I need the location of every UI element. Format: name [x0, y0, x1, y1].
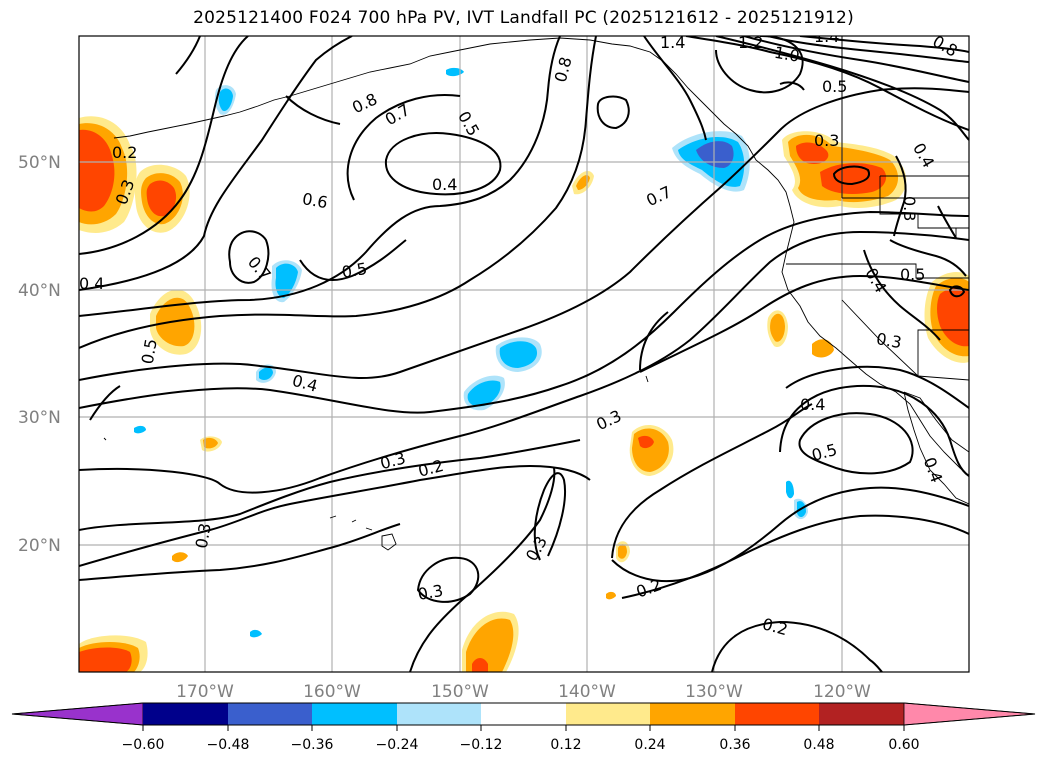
- colorbar-tick-label-3: −0.36: [291, 737, 334, 753]
- colorbar-extend-low: [11, 702, 144, 726]
- contour-label-1.0: 1.0: [773, 43, 801, 66]
- lat-label-50n: 50°N: [18, 153, 61, 173]
- shade-148w-south: [462, 611, 519, 672]
- colorbar-tick-label-6: 0.12: [550, 737, 581, 753]
- shaded-fields: [79, 67, 969, 672]
- shade-patch-7: [812, 339, 834, 358]
- contour-label-1.4-a: 1.4: [660, 33, 685, 52]
- colorbar-tick-label-4: −0.24: [376, 737, 419, 753]
- lon-label-130w: 130°W: [685, 682, 743, 702]
- latitude-labels: 50°N 40°N 30°N 20°N: [18, 153, 61, 556]
- colorbar-bin-7: [650, 703, 735, 725]
- contour-label-1.4-b: 1.4: [814, 27, 839, 46]
- contour-label-0.4-b: 0.4: [432, 175, 457, 194]
- colorbar-bin-1: [143, 703, 228, 725]
- map-panel: 0.2 0.3 0.4 0.5 0.3 0.8 0.7 0.5 0.8 0.4 …: [78, 27, 970, 673]
- colorbar-tick-label-9: 0.48: [803, 737, 834, 753]
- colorbar-tick-label-5: −0.12: [460, 737, 503, 753]
- colorbar-bin-6: [566, 703, 650, 725]
- lon-label-120w: 120°W: [813, 682, 871, 702]
- lon-label-170w: 170°W: [176, 682, 234, 702]
- pv-contours: [79, 36, 969, 672]
- colorbar-bin-3: [312, 703, 397, 725]
- contour-label-0.3-h: 0.3: [814, 131, 839, 150]
- colorbar-bin-8: [735, 703, 819, 725]
- contour-labels: 0.2 0.3 0.4 0.5 0.3 0.8 0.7 0.5 0.8 0.4 …: [79, 27, 961, 639]
- colorbar-bin-2: [228, 703, 312, 725]
- colorbar-tick-label-8: 0.36: [719, 737, 750, 753]
- colorbar-bin-9: [819, 703, 904, 725]
- shade-east-40n: [924, 272, 969, 363]
- shade-patch-1-core: [203, 437, 218, 449]
- shade-patch-6-core: [770, 313, 785, 342]
- contour-label-0.3-g: 0.3: [875, 329, 903, 352]
- contour-label-0.3-b: 0.3: [192, 522, 215, 550]
- contour-label-0.5-c: 0.5: [340, 259, 368, 282]
- shade-negative: [134, 67, 808, 638]
- colorbar-tick-label-10: 0.60: [888, 737, 919, 753]
- colorbar-tick-label-1: −0.60: [122, 737, 165, 753]
- shade-patch-2: [172, 552, 188, 563]
- colorbar-extend-high: [903, 702, 1036, 726]
- shade-southwest: [79, 635, 148, 672]
- contour-label-0.4-a: 0.4: [79, 274, 104, 293]
- colorbar-bin-4: [397, 703, 481, 725]
- shade-patch-4: [606, 591, 616, 600]
- colorbar-bin-5: [481, 703, 566, 725]
- map-frame: [78, 35, 970, 673]
- shade-west-50n: [79, 116, 190, 233]
- lon-label-140w: 140°W: [558, 682, 616, 702]
- chart-title: 2025121400 F024 700 hPa PV, IVT Landfall…: [193, 8, 854, 28]
- colorbar-tick-label-2: −0.48: [207, 737, 250, 753]
- contour-label-0.2-a: 0.2: [112, 143, 137, 162]
- contour-label-0.5-a: 0.5: [138, 337, 161, 365]
- contour-label-0.3-i: 0.3: [900, 196, 919, 221]
- contour-label-0.5-f: 0.5: [822, 77, 847, 96]
- colorbar-tick-label-7: 0.24: [634, 737, 665, 753]
- contour-label-0.4-d: 0.4: [800, 395, 825, 414]
- lon-label-160w: 160°W: [303, 682, 361, 702]
- contour-label-0.6: 0.6: [301, 189, 329, 212]
- contour-label-1.2: 1.2: [738, 33, 763, 52]
- lat-label-30n: 30°N: [18, 408, 61, 428]
- lat-label-20n: 20°N: [18, 536, 61, 556]
- shade-135w-28n: [629, 425, 674, 476]
- longitude-labels: 170°W 160°W 150°W 140°W 130°W 120°W: [176, 682, 871, 702]
- lat-label-40n: 40°N: [18, 281, 61, 301]
- colorbar-ticks: [142, 725, 905, 731]
- shade-patch-3-core: [618, 544, 627, 559]
- contour-label-0.3-f: 0.3: [416, 581, 444, 604]
- contour-label-0.5-e: 0.5: [900, 265, 925, 284]
- colorbar: −0.60 −0.48 −0.36 −0.24 −0.12 0.12 0.24 …: [11, 702, 1036, 753]
- lon-label-150w: 150°W: [431, 682, 489, 702]
